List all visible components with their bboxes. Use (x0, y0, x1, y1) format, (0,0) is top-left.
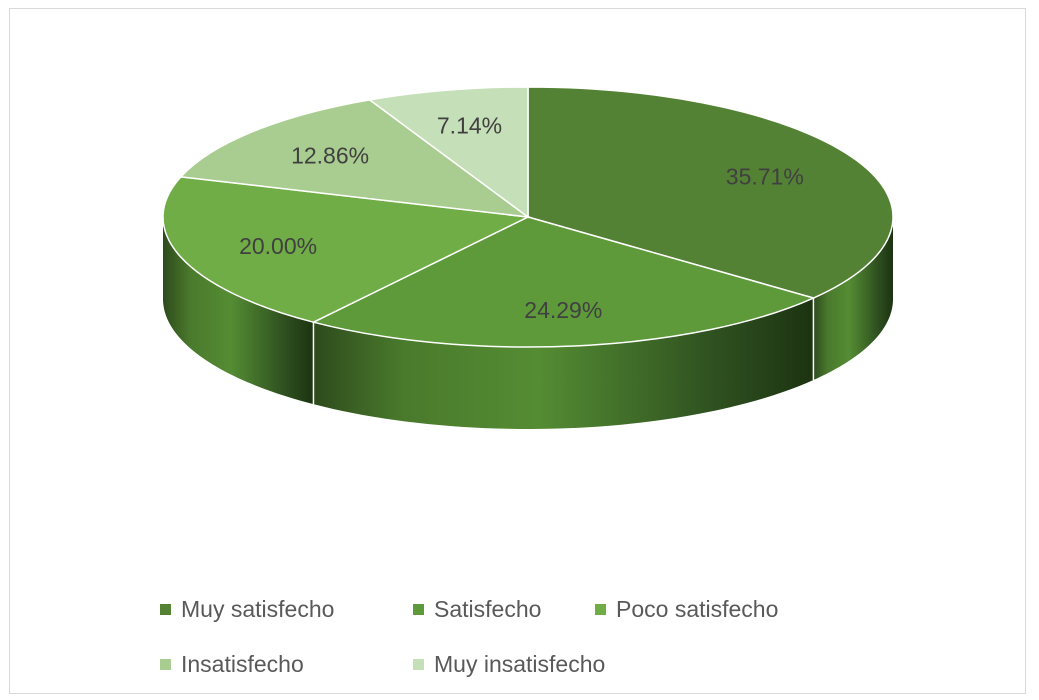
data-label-muy-satisfecho: 35.71% (726, 163, 804, 189)
pie-slice-muy-insatisfecho (367, 86, 529, 219)
pie-slice-muy-satisfecho (527, 86, 894, 299)
pie-side-muy-satisfecho (813, 217, 893, 381)
pie-slices (162, 86, 894, 348)
chart-frame: 35.71% 24.29% 20.00% 12.86% 7.14% Muy satisf… (9, 8, 1026, 694)
pie-data-labels: 35.71% 24.29% 20.00% 12.86% 7.14% (239, 113, 804, 323)
data-label-poco-satisfecho: 20.00% (239, 233, 317, 259)
pie-slice-poco-satisfecho (162, 176, 531, 323)
data-label-satisfecho: 24.29% (524, 297, 602, 323)
pie-side-wall (163, 217, 893, 429)
pie-side-poco-satisfecho (163, 217, 314, 405)
pie-chart: 35.71% 24.29% 20.00% 12.86% 7.14% (162, 86, 894, 429)
pie-side-satisfecho (313, 298, 814, 429)
data-label-insatisfecho: 12.86% (291, 142, 369, 168)
pie-slice-insatisfecho (179, 99, 531, 219)
pie-slice-satisfecho (311, 216, 816, 348)
data-label-muy-insatisfecho: 7.14% (437, 113, 502, 139)
